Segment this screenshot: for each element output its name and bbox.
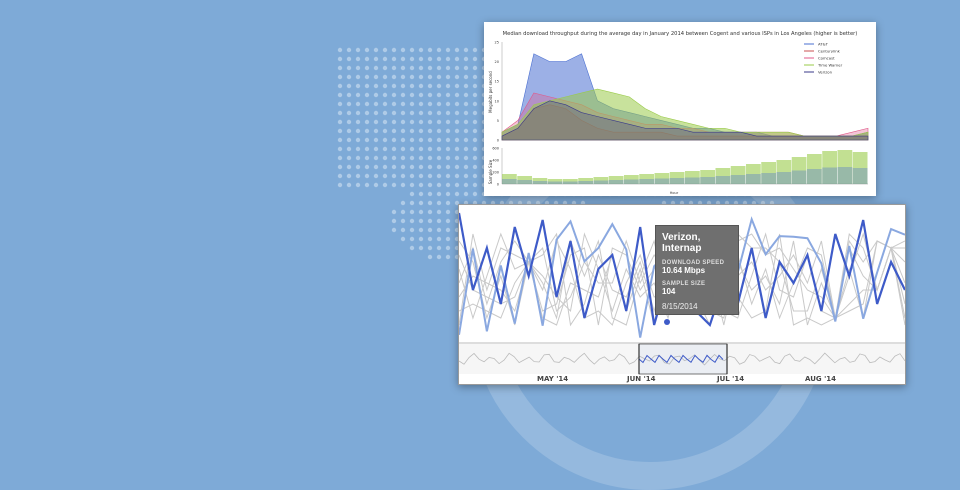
- sample-bar-overlay: [730, 175, 746, 184]
- sample-bar: [654, 173, 670, 184]
- sample-bar: [563, 179, 578, 184]
- sample-bar: [624, 175, 639, 184]
- sample-bar: [837, 150, 853, 184]
- tooltip-sample-value: 104: [662, 287, 676, 296]
- y-ticks-sample: 600 400 200 0: [492, 147, 499, 187]
- y-tick-label-sample: 0: [497, 183, 499, 187]
- sample-bar-overlay: [578, 181, 593, 184]
- navigator-series: [458, 352, 906, 366]
- data-tooltip: Verizon, Internap DOWNLOAD SPEED 10.64 M…: [655, 225, 739, 315]
- sample-bar: [608, 176, 624, 184]
- sample-bar: [517, 176, 532, 184]
- legend-entry: Time Warner: [817, 63, 843, 68]
- y-tick-label-sample: 600: [492, 147, 499, 151]
- legend-entry: Comcast: [818, 56, 835, 61]
- chart-title: Median download throughput during the av…: [503, 31, 858, 37]
- y-axis-label: Megabits per second: [488, 71, 493, 113]
- tooltip-title: Verizon, Internap: [662, 232, 702, 254]
- sample-bar-overlay: [517, 180, 532, 184]
- sample-size-bars: [502, 150, 868, 184]
- sample-bar: [715, 168, 731, 184]
- x-tick-may: MAY '14: [537, 375, 569, 383]
- sample-bar-overlay: [547, 181, 563, 184]
- y-ticks: 25 20 15 10 5 0: [495, 41, 499, 143]
- sample-bar-overlay: [502, 179, 517, 184]
- y-tick-label-sample: 400: [492, 159, 499, 163]
- throughput-chart-panel: Median download throughput during the av…: [484, 22, 876, 196]
- sample-bar: [700, 170, 715, 184]
- area-series: [501, 53, 869, 141]
- hover-point[interactable]: [664, 319, 670, 325]
- sample-bar: [807, 154, 822, 184]
- legend-entry: Verizon: [818, 70, 833, 75]
- sample-bar: [593, 177, 609, 184]
- sample-bar-overlay: [593, 180, 609, 184]
- tooltip-speed-value: 10.64 Mbps: [662, 266, 706, 275]
- sample-bar-overlay: [746, 174, 761, 184]
- sample-bar-overlay: [685, 177, 700, 184]
- navigator-selected-series: [638, 354, 724, 364]
- range-selection-window[interactable]: [638, 343, 728, 375]
- y-tick-label: 0: [497, 139, 499, 143]
- tooltip-sample-label: SAMPLE SIZE: [662, 281, 706, 287]
- area-verizon: [501, 100, 869, 141]
- sample-bar-overlay: [791, 170, 807, 184]
- sample-bar: [547, 179, 563, 184]
- sample-bar: [822, 151, 837, 184]
- tooltip-date: 8/15/2014: [662, 302, 698, 311]
- y-tick-label: 15: [495, 80, 499, 84]
- x-tick-jul: JUL '14: [717, 375, 745, 383]
- sample-bar: [532, 178, 548, 184]
- sample-bar-overlay: [608, 180, 624, 184]
- sample-bar-overlay: [700, 177, 715, 184]
- sample-bar-overlay: [715, 176, 731, 184]
- sample-bar: [791, 157, 807, 184]
- sample-bar: [761, 162, 776, 184]
- y-tick-label-sample: 200: [492, 171, 499, 175]
- y-tick-label: 20: [495, 60, 499, 64]
- sample-bar: [730, 166, 746, 184]
- sample-bar-overlay: [822, 167, 837, 184]
- sample-bar-overlay: [639, 179, 654, 184]
- sample-bar: [578, 178, 593, 184]
- sample-bar-overlay: [852, 168, 868, 184]
- y-tick-label: 10: [495, 99, 499, 103]
- sample-bar-overlay: [532, 181, 548, 184]
- sample-bar: [776, 160, 792, 184]
- sample-bar-overlay: [807, 169, 822, 184]
- legend-entry: Centurylink: [818, 49, 841, 54]
- sample-bar: [852, 152, 868, 184]
- sample-bar-overlay: [654, 178, 670, 184]
- speed-timeline-panel: MAY '14 JUN '14 JUL '14 AUG '14 Verizon,…: [457, 204, 906, 385]
- chart-legend: AT&T Centurylink Comcast Time Warner Verizon: [804, 42, 843, 75]
- sample-bar-overlay: [761, 173, 776, 184]
- sample-bar-overlay: [669, 178, 685, 184]
- x-tick-jun: JUN '14: [627, 375, 656, 383]
- sample-bar: [685, 171, 700, 184]
- tooltip-speed-label: DOWNLOAD SPEED: [662, 260, 725, 266]
- sample-bar: [746, 164, 761, 184]
- sample-bar-overlay: [837, 167, 853, 184]
- sample-bar: [502, 174, 517, 184]
- sample-bar-overlay: [563, 181, 578, 184]
- sample-bar-overlay: [624, 179, 639, 184]
- sample-bar: [639, 174, 654, 184]
- x-tick-aug: AUG '14: [805, 375, 836, 383]
- y-axis-label-2: Sample Size: [488, 159, 493, 184]
- sample-bar-overlay: [776, 172, 792, 184]
- sample-bar: [669, 172, 685, 184]
- x-axis-label: Hour: [670, 191, 679, 195]
- throughput-chart: Median download throughput during the av…: [488, 31, 869, 195]
- y-tick-label: 5: [497, 119, 499, 123]
- y-tick-label: 25: [495, 41, 499, 45]
- legend-entry: AT&T: [818, 42, 829, 47]
